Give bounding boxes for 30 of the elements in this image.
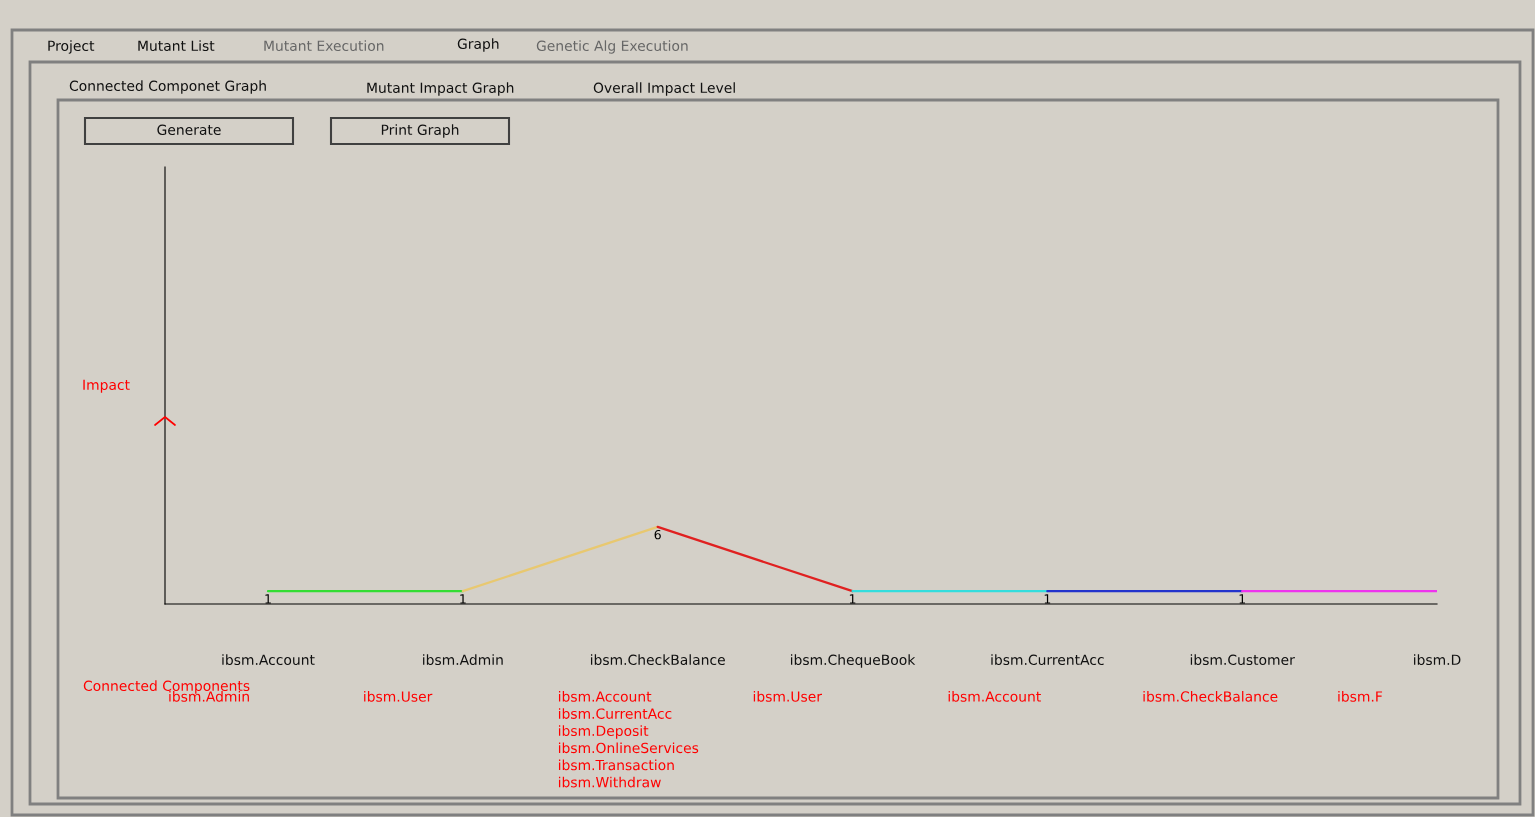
- text: ibsm.Account ibsm.CurrentAcc ibsm.Deposit ibsm.OnlineServices ibsm.Transaction ibsm.Withdraw: [558, 691, 699, 788]
- data-label: 1: [1044, 594, 1051, 604]
- x-tick-label: ibsm.ChequeBook: [790, 654, 916, 668]
- x-tick-label: ibsm.Customer: [1190, 654, 1295, 666]
- data-label: 6: [654, 529, 661, 540]
- x-tick-label: ibsm.D: [1414, 654, 1461, 666]
- text: Mutant Execution: [264, 40, 384, 52]
- text: Overall Impact Level: [593, 82, 735, 96]
- text: Genetic Alg Execution: [536, 40, 688, 54]
- x-tick-label: ibsm.CheckBalance: [590, 654, 725, 666]
- text: ibsm.User: [753, 691, 823, 702]
- text: ibsm.F: [1338, 691, 1383, 702]
- data-label: 1: [265, 594, 271, 604]
- x-tick-label: ibsm.CurrentAcc: [991, 654, 1104, 666]
- text: ibsm.User: [364, 691, 433, 702]
- text: Graph: [457, 38, 499, 52]
- text: Mutant List: [138, 40, 215, 52]
- text: ibsm.CheckBalance: [1143, 691, 1278, 702]
- text: Connected Componet Graph: [69, 80, 266, 94]
- text: Mutant Impact Graph: [367, 82, 514, 96]
- data-label: 1: [1239, 594, 1245, 604]
- data-label: 1: [849, 594, 856, 604]
- text: Project: [48, 40, 95, 54]
- x-tick-label: ibsm.Admin: [423, 654, 503, 666]
- y-axis-title: Impact: [83, 379, 130, 393]
- data-label: 1: [460, 594, 466, 604]
- text: Print Graph: [381, 124, 459, 138]
- text: Generate: [157, 124, 221, 136]
- text: ibsm.Account: [948, 691, 1041, 702]
- x-tick-label: ibsm.Account: [222, 654, 315, 666]
